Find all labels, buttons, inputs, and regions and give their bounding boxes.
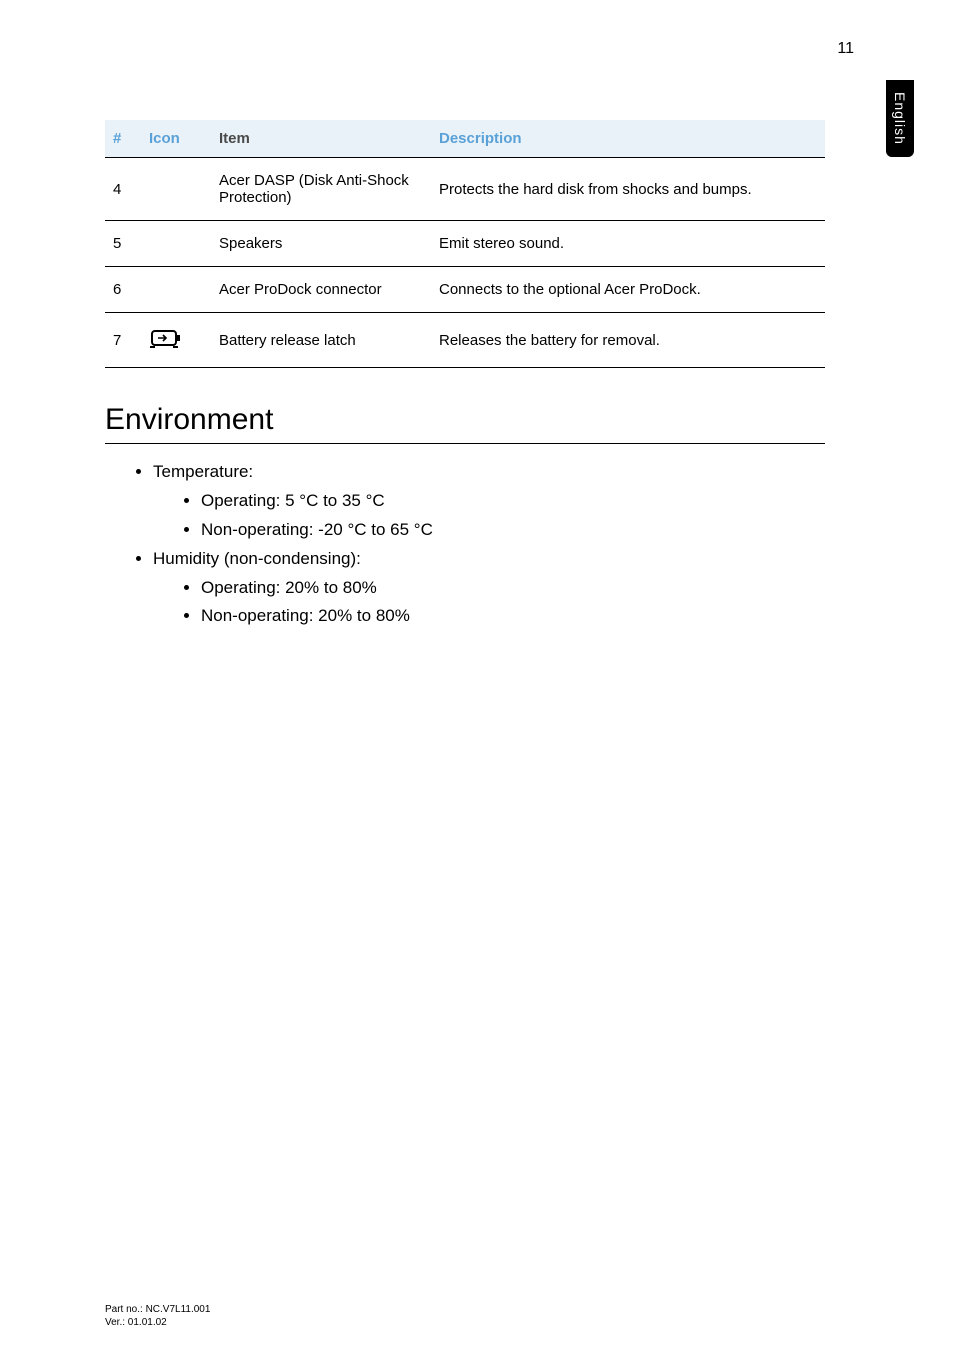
table-header-row: # Icon Item Description xyxy=(105,120,825,158)
cell-num: 4 xyxy=(105,158,141,221)
col-description: Description xyxy=(431,120,825,158)
table-row: 5 Speakers Emit stereo sound. xyxy=(105,221,825,267)
col-icon: Icon xyxy=(141,120,211,158)
version: Ver.: 01.01.02 xyxy=(105,1316,210,1329)
environment-list: Temperature: Operating: 5 °C to 35 °C No… xyxy=(105,458,825,631)
cell-num: 5 xyxy=(105,221,141,267)
environment-heading: Environment xyxy=(105,403,825,444)
table-row: 7 Battery release latch Releases the bat… xyxy=(105,313,825,368)
cell-desc: Connects to the optional Acer ProDock. xyxy=(431,267,825,313)
cell-item: Battery release latch xyxy=(211,313,431,368)
cell-desc: Releases the battery for removal. xyxy=(431,313,825,368)
cell-item: Acer ProDock connector xyxy=(211,267,431,313)
col-item: Item xyxy=(211,120,431,158)
cell-icon xyxy=(141,158,211,221)
cell-num: 7 xyxy=(105,313,141,368)
table-row: 6 Acer ProDock connector Connects to the… xyxy=(105,267,825,313)
cell-icon xyxy=(141,313,211,368)
cell-icon xyxy=(141,221,211,267)
table-row: 4 Acer DASP (Disk Anti-Shock Protection)… xyxy=(105,158,825,221)
battery-release-icon xyxy=(149,327,183,353)
page-number: 11 xyxy=(837,40,854,58)
list-item: Temperature: Operating: 5 °C to 35 °C No… xyxy=(153,458,825,545)
env-label: Temperature: xyxy=(153,462,253,481)
cell-desc: Protects the hard disk from shocks and b… xyxy=(431,158,825,221)
page-content: # Icon Item Description 4 Acer DASP (Dis… xyxy=(105,120,825,631)
list-item: Operating: 20% to 80% xyxy=(201,574,825,603)
cell-desc: Emit stereo sound. xyxy=(431,221,825,267)
list-item: Non-operating: -20 °C to 65 °C xyxy=(201,516,825,545)
col-hash: # xyxy=(105,120,141,158)
language-tab: English xyxy=(886,80,914,157)
list-item: Operating: 5 °C to 35 °C xyxy=(201,487,825,516)
spec-table: # Icon Item Description 4 Acer DASP (Dis… xyxy=(105,120,825,368)
list-item: Non-operating: 20% to 80% xyxy=(201,602,825,631)
list-item: Humidity (non-condensing): Operating: 20… xyxy=(153,545,825,632)
cell-icon xyxy=(141,267,211,313)
cell-item: Speakers xyxy=(211,221,431,267)
cell-num: 6 xyxy=(105,267,141,313)
footer: Part no.: NC.V7L11.001 Ver.: 01.01.02 xyxy=(105,1303,210,1329)
part-number: Part no.: NC.V7L11.001 xyxy=(105,1303,210,1316)
env-label: Humidity (non-condensing): xyxy=(153,549,361,568)
cell-item: Acer DASP (Disk Anti-Shock Protection) xyxy=(211,158,431,221)
